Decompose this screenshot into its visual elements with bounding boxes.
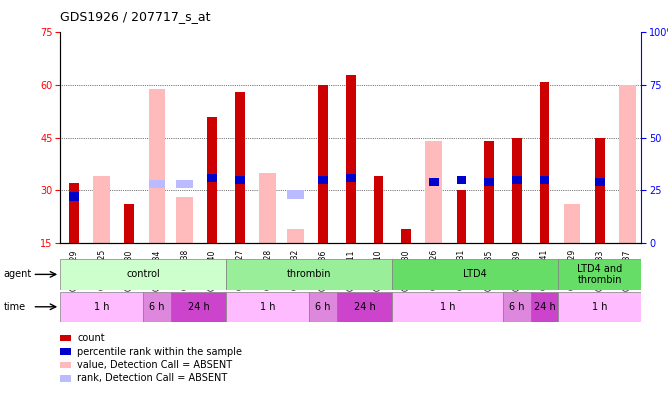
Text: 6 h: 6 h <box>315 302 331 312</box>
Text: 6 h: 6 h <box>509 302 524 312</box>
Bar <box>337 292 392 322</box>
Bar <box>346 75 355 243</box>
Bar <box>346 173 355 182</box>
Bar <box>392 292 503 322</box>
Text: rank, Detection Call = ABSENT: rank, Detection Call = ABSENT <box>77 373 228 383</box>
Bar <box>60 292 143 322</box>
Bar <box>429 178 439 186</box>
Text: 1 h: 1 h <box>260 302 275 312</box>
Bar <box>392 259 558 290</box>
Text: value, Detection Call = ABSENT: value, Detection Call = ABSENT <box>77 360 232 370</box>
Text: LTD4: LTD4 <box>464 269 487 279</box>
Text: control: control <box>126 269 160 279</box>
Bar <box>540 176 549 184</box>
Bar <box>318 176 328 184</box>
Text: 1 h: 1 h <box>94 302 110 312</box>
Bar <box>208 173 217 182</box>
Bar <box>69 183 79 243</box>
Bar <box>287 229 304 243</box>
Bar <box>595 178 605 186</box>
Bar <box>558 292 641 322</box>
Bar <box>512 176 522 184</box>
Text: LTD4 and
thrombin: LTD4 and thrombin <box>577 264 623 285</box>
Bar <box>484 178 494 186</box>
Bar <box>149 180 165 188</box>
Bar <box>309 292 337 322</box>
Bar <box>484 141 494 243</box>
Text: count: count <box>77 333 105 343</box>
Bar <box>401 229 411 243</box>
Bar <box>595 138 605 243</box>
Bar <box>540 81 549 243</box>
Bar <box>530 292 558 322</box>
Bar <box>512 138 522 243</box>
Bar <box>564 205 580 243</box>
Bar <box>226 292 309 322</box>
Bar <box>426 141 442 243</box>
Text: 1 h: 1 h <box>592 302 607 312</box>
Bar <box>208 117 217 243</box>
Text: 6 h: 6 h <box>149 302 165 312</box>
Bar <box>176 180 193 188</box>
Text: 1 h: 1 h <box>440 302 456 312</box>
Bar <box>259 173 276 243</box>
Bar <box>226 259 392 290</box>
Bar <box>558 259 641 290</box>
Bar <box>373 176 383 243</box>
Bar <box>176 197 193 243</box>
Bar <box>456 190 466 243</box>
Bar <box>143 292 171 322</box>
Bar <box>456 176 466 184</box>
Bar <box>287 190 304 199</box>
Bar <box>94 176 110 243</box>
Text: thrombin: thrombin <box>287 269 331 279</box>
Bar <box>171 292 226 322</box>
Bar <box>619 85 636 243</box>
Text: agent: agent <box>3 269 31 279</box>
Text: percentile rank within the sample: percentile rank within the sample <box>77 347 242 356</box>
Text: 24 h: 24 h <box>353 302 375 312</box>
Text: 24 h: 24 h <box>188 302 209 312</box>
Bar <box>235 92 245 243</box>
Bar <box>503 292 530 322</box>
Bar <box>235 176 245 184</box>
Bar <box>69 192 79 201</box>
Bar <box>124 205 134 243</box>
Bar <box>60 259 226 290</box>
Text: 24 h: 24 h <box>534 302 555 312</box>
Bar <box>149 89 165 243</box>
Text: time: time <box>3 302 25 312</box>
Bar <box>318 85 328 243</box>
Text: GDS1926 / 207717_s_at: GDS1926 / 207717_s_at <box>60 10 210 23</box>
